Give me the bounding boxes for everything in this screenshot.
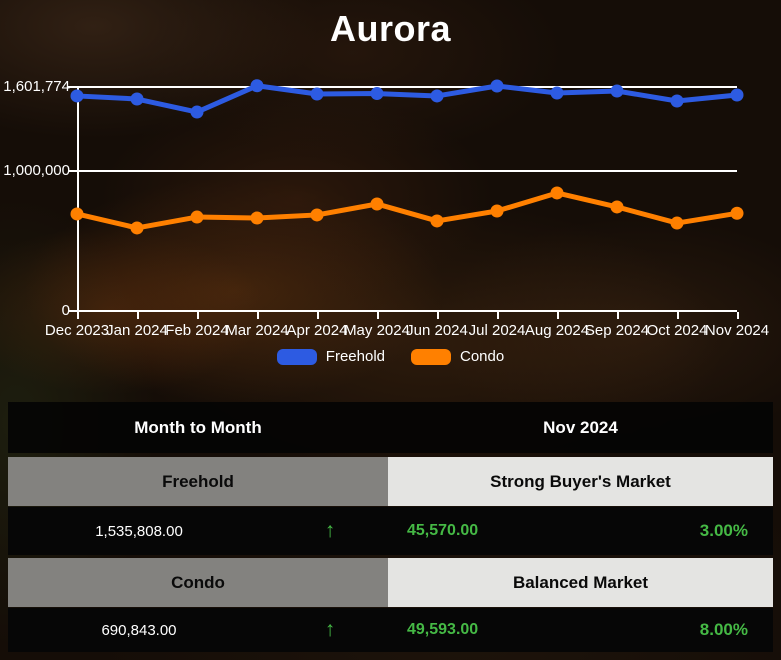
data-point-condo [310,208,324,222]
x-axis-label: Jun 2024 [406,322,468,339]
data-point-condo [730,206,744,220]
freehold-label: Freehold [8,457,388,506]
table-row: 690,843.00 ↑ 49,593.00 8.00% [8,608,773,652]
legend-item-freehold: Freehold [276,348,385,365]
condo-label: Condo [8,558,388,607]
x-axis-tick [737,312,739,319]
x-axis-label: Jul 2024 [468,322,526,339]
data-point-freehold [670,94,684,108]
legend-item-condo: Condo [411,348,504,365]
page-title: Aurora [329,8,452,49]
x-axis-label: Feb 2024 [165,322,229,339]
series-line-condo [76,190,738,231]
x-axis-label: Dec 2023 [44,322,110,339]
y-axis-label: 1,000,000 [3,162,70,179]
x-axis-label: Oct 2024 [646,322,708,339]
header-current-month: Nov 2024 [543,417,618,437]
x-axis-tick [677,312,679,319]
condo-change-percent: 8.00% [699,620,748,639]
chart-legend: Freehold Condo [0,348,781,365]
chart-series-svg [70,79,744,235]
x-axis-label: Jan 2024 [106,322,168,339]
y-axis-tick [68,86,77,88]
up-arrow-icon: ↑ [324,618,336,641]
x-axis-label: Apr 2024 [286,322,348,339]
data-point-condo [550,186,564,200]
freehold-change-percent: 3.00% [699,521,748,540]
price-trend-chart: 0 1,000,000 1,601,774 Dec 2023 Jan 2024 Feb 2… [3,78,770,339]
data-point-condo [130,221,144,235]
x-axis-label: Nov 2024 [704,322,770,339]
x-axis-tick [257,312,259,319]
x-axis-tick [137,312,139,319]
x-axis-label: Mar 2024 [225,322,289,339]
y-gridline [77,86,737,88]
x-axis-label: May 2024 [344,322,410,339]
x-axis-tick [77,312,79,319]
data-point-condo [610,200,624,214]
data-point-freehold [370,87,384,101]
data-point-freehold [190,105,204,119]
x-axis-label: Sep 2024 [584,322,650,339]
data-point-condo [370,197,384,211]
data-point-condo [190,210,204,224]
up-arrow-icon: ↑ [324,519,336,542]
freehold-market-status: Strong Buyer's Market [388,457,773,506]
table-row: Condo Balanced Market [8,558,773,607]
x-axis-tick [617,312,619,319]
condo-price: 690,843.00 [101,621,177,639]
legend-label: Freehold [325,348,385,365]
table-row: 1,535,808.00 ↑ 45,570.00 3.00% [8,507,773,555]
y-axis-label: 0 [61,302,70,319]
data-point-freehold [550,86,564,100]
data-point-freehold [310,87,324,101]
freehold-price: 1,535,808.00 [95,522,183,540]
x-axis-label: Aug 2024 [524,322,590,339]
data-point-condo [250,211,264,225]
condo-swatch-icon [411,348,451,365]
x-axis-tick [377,312,379,319]
data-point-condo [670,216,684,230]
y-gridline [77,170,737,172]
data-point-freehold [130,92,144,106]
data-point-condo [490,204,504,218]
y-gridline [77,310,737,312]
legend-label: Condo [460,348,505,365]
condo-market-status: Balanced Market [388,558,773,607]
header-month-to-month: Month to Month [134,417,262,437]
x-axis-tick [317,312,319,319]
freehold-swatch-icon [276,348,317,365]
x-axis-tick [197,312,199,319]
x-axis-tick [437,312,439,319]
data-point-freehold [430,89,444,103]
series-line-freehold [76,83,738,115]
data-point-condo [430,214,444,228]
y-axis-label: 1,601,774 [3,78,70,95]
table-row: Freehold Strong Buyer's Market [8,457,773,506]
condo-change-value: 49,593.00 [407,621,479,638]
x-axis-tick [497,312,499,319]
y-axis-tick [68,310,77,312]
x-axis-tick [557,312,559,319]
y-axis-line [77,86,79,312]
data-point-freehold [730,88,744,102]
y-axis-tick [68,170,77,172]
freehold-change-value: 45,570.00 [407,522,479,539]
table-header-row: Month to Month Nov 2024 [8,402,773,453]
